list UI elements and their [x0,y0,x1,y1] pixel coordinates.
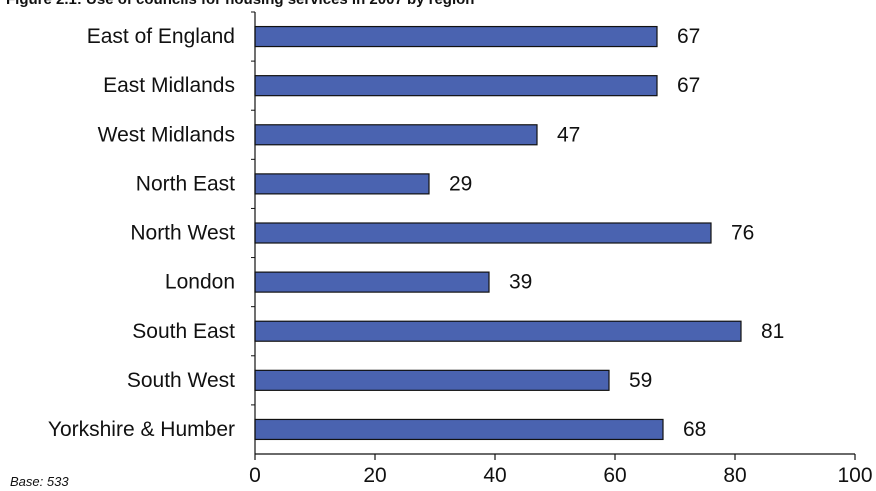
x-tick-label: 40 [483,464,506,487]
category-label: London [165,271,235,294]
x-ticks-group: 0 20 40 60 80 100 [249,454,873,487]
category-label: West Midlands [98,123,235,146]
axes-group [251,11,855,455]
bar-value-label: 68 [683,418,706,441]
category-label: East of England [87,25,235,48]
category-label: North East [136,172,235,195]
bar [254,25,658,48]
category-label: South East [132,320,235,343]
bar [254,173,430,195]
bar-value-label: 39 [509,271,532,294]
x-tick-label: 80 [723,464,746,487]
bar [254,320,742,342]
category-label: South West [127,369,235,392]
bar-value-label: 76 [731,222,754,245]
bar-value-label: 67 [677,25,700,48]
bar-value-label: 29 [449,172,472,195]
x-tick-label: 100 [837,464,872,487]
bar [254,222,712,244]
bar-value-label: 47 [557,123,580,146]
bar [254,75,658,97]
category-label: North West [130,222,235,245]
bar-value-label: 59 [629,369,652,392]
bar-value-label: 67 [677,74,700,97]
bar [254,369,610,391]
bar [254,124,538,146]
category-label: Yorkshire & Humber [48,418,235,441]
value-labels-group: 67 67 47 29 76 39 81 59 68 [449,25,784,441]
bar-value-label: 81 [761,320,784,343]
category-label: East Midlands [103,74,235,97]
x-tick-label: 60 [603,464,626,487]
x-tick-label: 20 [363,464,386,487]
x-tick-label: 0 [249,464,261,487]
bar [254,271,490,293]
base-footnote: Base: 533 [10,474,69,489]
category-labels-group: East of England East Midlands West Midland… [48,25,235,441]
chart-title: Figure 2.1: Use of councils for housing … [6,0,474,8]
bars-group [254,25,742,441]
bar [254,418,664,441]
